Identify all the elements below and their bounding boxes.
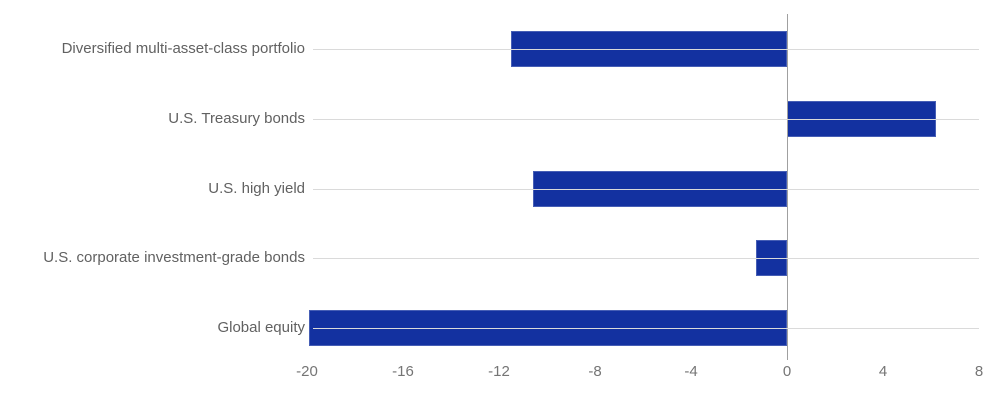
category-label: U.S. corporate investment-grade bonds bbox=[43, 249, 305, 267]
bar[interactable] bbox=[532, 170, 787, 207]
x-tick-label: -20 bbox=[296, 363, 318, 380]
x-tick-label: 0 bbox=[782, 363, 792, 380]
gridline bbox=[313, 189, 979, 190]
category-label: U.S. high yield bbox=[208, 179, 305, 197]
x-tick-label: -8 bbox=[588, 363, 602, 380]
gridline bbox=[313, 49, 979, 50]
gridline bbox=[313, 258, 979, 259]
category-label: Diversified multi-asset-class portfolio bbox=[61, 40, 305, 57]
gridline bbox=[313, 328, 979, 329]
gridline bbox=[313, 119, 979, 120]
zero-axis-line bbox=[787, 14, 788, 360]
bar[interactable] bbox=[787, 100, 936, 137]
x-tick-label: -16 bbox=[392, 363, 414, 380]
x-tick-label: 8 bbox=[974, 363, 984, 380]
category-label: Global equity bbox=[217, 319, 305, 336]
x-tick-label: -4 bbox=[684, 363, 698, 380]
x-tick-label: -12 bbox=[488, 363, 510, 380]
x-tick-label: 4 bbox=[878, 363, 888, 380]
category-label: U.S. Treasury bonds bbox=[168, 109, 305, 127]
